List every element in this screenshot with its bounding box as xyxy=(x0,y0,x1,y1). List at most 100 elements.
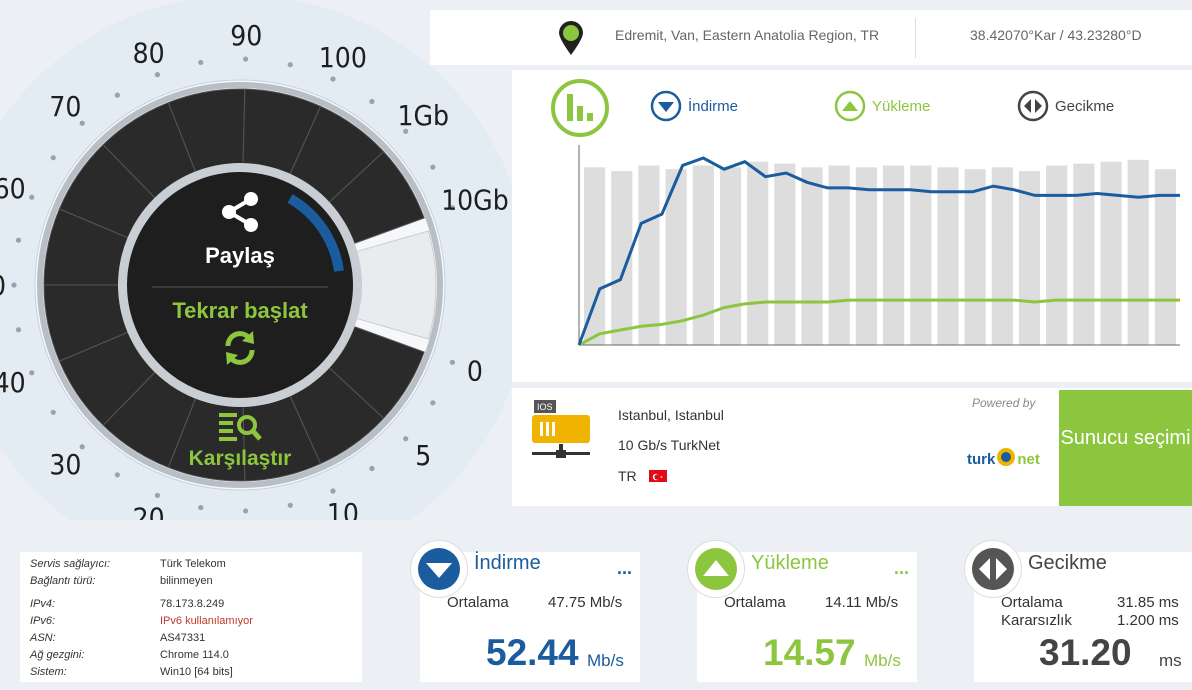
download-title: İndirme xyxy=(474,552,541,574)
latency-bar xyxy=(611,171,633,345)
legend-latency[interactable]: Gecikme xyxy=(1017,90,1114,122)
latency-bar xyxy=(855,167,877,345)
latency-bar xyxy=(774,163,796,345)
upload-more-button[interactable]: ... xyxy=(893,558,909,578)
latency-bar xyxy=(692,165,714,345)
download-unit: Mb/s xyxy=(587,651,624,670)
gauge-dot xyxy=(15,237,22,243)
compare-search-icon xyxy=(219,413,262,441)
info-row-connection-type: Bağlantı türü: bilinmeyen xyxy=(30,573,352,590)
gauge-hub xyxy=(127,172,353,398)
latency-title: Gecikme xyxy=(1028,552,1107,574)
latency-avg-value: 31.85 ms xyxy=(1117,594,1179,611)
gauge-dot xyxy=(330,488,336,494)
server-isp: 10 Gb/s TurkNet xyxy=(618,437,720,453)
upload-result-card: Yükleme ... Ortalama 14.11 Mb/s 14.57 Mb… xyxy=(687,540,917,682)
info-row-ipv4: IPv4: 78.173.8.249 xyxy=(30,596,352,613)
gauge-dial: 0 5 10 15 20 30 40 50 60 70 80 90 100 1Gb 10Gb xyxy=(0,0,530,520)
latency-bar xyxy=(964,169,986,345)
location-text: Edremit, Van, Eastern Anatolia Region, T… xyxy=(615,27,880,43)
latency-value: 31.20 xyxy=(1039,632,1132,673)
restart-button[interactable]: Tekrar başlat xyxy=(150,298,330,378)
divider xyxy=(915,18,916,58)
gauge-dot xyxy=(29,370,35,376)
gauge-dot xyxy=(11,282,17,288)
gauge-tick-label: 15 xyxy=(230,519,262,520)
restart-label: Tekrar başlat xyxy=(172,298,308,323)
gauge-dot xyxy=(50,409,56,415)
gauge-dot xyxy=(369,465,375,472)
info-row-ipv6: IPv6: IPv6 kullanılamıyor xyxy=(30,613,352,630)
info-key: IPv6: xyxy=(30,615,56,627)
info-key: Servis sağlayıcı: xyxy=(30,558,111,570)
latency-icon xyxy=(1017,90,1049,122)
powered-by-text: Powered by xyxy=(972,396,1036,410)
server-icon: IOS xyxy=(532,400,590,458)
gauge-bezel xyxy=(37,82,443,488)
gauge-dot xyxy=(50,155,56,161)
gauge-tick-labels: 0 5 10 15 20 30 40 50 60 70 80 90 100 1Gb 10Gb xyxy=(0,19,509,520)
gauge-dot-ring xyxy=(11,56,455,514)
location-bar: Edremit, Van, Eastern Anatolia Region, T… xyxy=(430,10,1192,65)
upload-series-line xyxy=(578,298,1180,347)
latency-bar xyxy=(828,165,850,345)
turknet-globe-icon xyxy=(997,448,1016,466)
upload-arrow-icon xyxy=(695,548,737,590)
share-button[interactable]: Paylaş xyxy=(170,190,310,280)
share-icon xyxy=(222,192,258,232)
gauge-dot xyxy=(198,504,204,511)
share-label: Paylaş xyxy=(205,243,275,268)
latency-bar xyxy=(937,167,959,345)
server-select-button[interactable]: Sunucu seçimi xyxy=(1059,390,1192,506)
jitter-label: Kararsızlık xyxy=(1001,612,1072,629)
gauge-dot xyxy=(79,444,85,450)
info-row-browser: Ağ gezgini: Chrome 114.0 xyxy=(30,647,352,664)
download-value: 52.44 xyxy=(486,632,579,673)
latency-result-card: Gecikme Ortalama 31.85 ms Kararsızlık 1.… xyxy=(964,540,1192,682)
latency-bar xyxy=(1073,163,1095,345)
info-value: Türk Telekom xyxy=(160,558,226,570)
upload-avg-label: Ortalama xyxy=(724,594,786,611)
info-row-asn: ASN: AS47331 xyxy=(30,630,352,647)
gauge-tick-label: 100 xyxy=(319,41,367,74)
info-value: IPv6 kullanılamıyor xyxy=(160,615,253,627)
gauge-dot xyxy=(198,59,204,66)
gauge-dot xyxy=(449,205,455,211)
turkey-flag-icon xyxy=(649,470,667,482)
gauge-dot xyxy=(29,194,35,200)
latency-bar xyxy=(801,167,823,345)
refresh-icon xyxy=(225,331,255,365)
gauge-dot xyxy=(369,98,375,105)
gauge-tick-label: 5 xyxy=(415,439,431,472)
server-panel: IOS Istanbul, Istanbul 10 Gb/s TurkNet T… xyxy=(512,388,1192,506)
legend-upload-label: Yükleme xyxy=(872,97,931,115)
info-row-system: Sistem: Win10 [64 bits] xyxy=(30,664,352,681)
gauge-tick-label: 70 xyxy=(49,90,81,123)
legend-upload[interactable]: Yükleme xyxy=(834,90,930,122)
upload-title: Yükleme xyxy=(751,552,829,574)
info-value: 78.173.8.249 xyxy=(160,598,225,610)
coordinates-text: 38.42070°Kar / 43.23280°D xyxy=(970,27,1142,43)
gauge-dot xyxy=(403,128,409,134)
gauge-dot xyxy=(154,492,161,498)
gauge-dot xyxy=(154,72,161,78)
gauge-dot xyxy=(430,164,436,170)
gauge-dot xyxy=(430,400,436,406)
upload-arrow-icon xyxy=(834,90,866,122)
gauge-dot xyxy=(243,56,249,62)
info-key: Bağlantı türü: xyxy=(30,575,96,587)
gauge-dot xyxy=(449,359,455,365)
gauge-dot xyxy=(15,327,22,333)
legend-download[interactable]: İndirme xyxy=(650,90,738,122)
chart-icon xyxy=(551,79,609,137)
gauge-dot xyxy=(243,508,249,514)
latency-bar xyxy=(719,167,742,345)
latency-bar xyxy=(747,161,769,345)
gauge-tick-label: 1Gb xyxy=(397,99,449,132)
turknet-logo-a: turk xyxy=(967,451,996,468)
compare-button[interactable]: Karşılaştır xyxy=(165,410,315,480)
download-more-button[interactable]: ... xyxy=(616,558,632,578)
latency-bar xyxy=(1046,165,1068,345)
info-key: IPv4: xyxy=(30,598,56,610)
gauge-tick-label: 10Gb xyxy=(441,183,509,216)
